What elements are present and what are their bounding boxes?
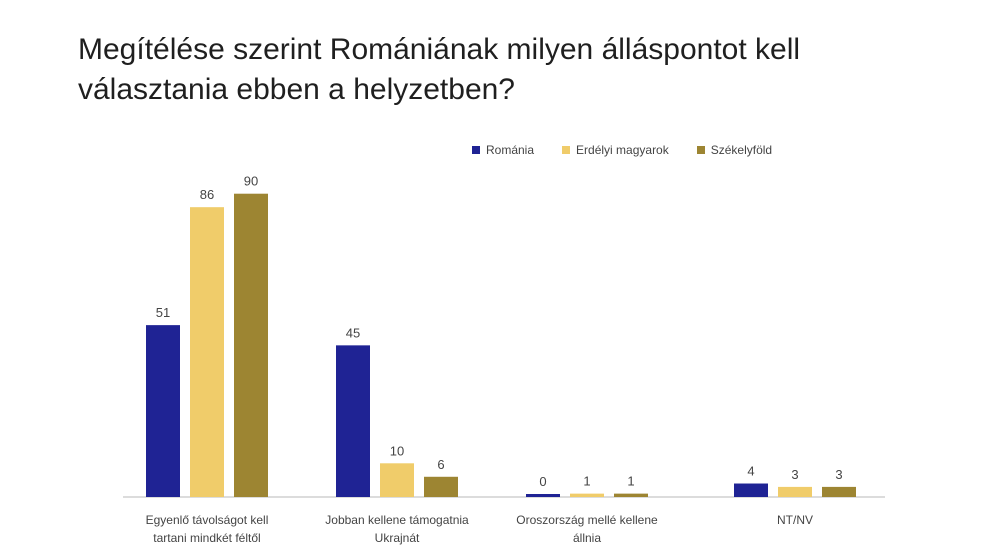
data-label-0-1: 86 [200,187,214,202]
bar-2-2 [614,493,648,497]
bar-2-0 [526,494,560,497]
bar-3-2 [822,486,856,497]
bar-1-2 [424,476,458,497]
data-label-2-1: 1 [583,474,590,489]
data-label-0-0: 51 [156,305,170,320]
legend-label-szekelyfold: Székelyföld [710,143,773,157]
data-label-3-2: 3 [835,467,842,482]
data-label-3-0: 4 [747,464,754,479]
bar-0-0 [146,325,180,497]
data-label-1-2: 6 [437,457,444,472]
legend-swatch-romania [472,146,480,154]
bar-2-1 [570,493,604,497]
data-label-1-1: 10 [390,443,404,458]
bar-0-2 [234,193,268,497]
category-label-2-0: Oroszország mellé kellene [516,513,658,527]
bar-3-1 [778,486,812,497]
legend-label-erdelyi-magyarok: Erdélyi magyarok [576,143,669,157]
data-label-3-1: 3 [791,467,798,482]
category-label-1-1: Ukrajnát [375,531,420,545]
bar-1-1 [380,463,414,497]
bar-3-0 [734,483,768,497]
legend-item-erdelyi-magyarok: Erdélyi magyarok [562,143,669,157]
category-label-3-0: NT/NV [777,513,813,527]
data-label-2-0: 0 [539,474,546,489]
legend-swatch-szekelyfold [696,146,705,154]
legend: Románia Erdélyi magyarok Székelyföld [472,143,772,157]
category-label-1-0: Jobban kellene támogatnia [325,513,469,527]
legend-swatch-erdelyi-magyarok [562,146,571,154]
category-label-2-1: állnia [573,531,601,545]
category-label-0-1: tartani mindkét féltől [153,531,260,545]
category-label-0-0: Egyenlő távolságot kell [146,513,269,527]
data-label-0-2: 90 [244,174,258,189]
legend-item-romania: Románia [472,143,534,157]
bar-0-1 [190,207,224,497]
data-label-2-2: 1 [627,474,634,489]
bar-1-0 [336,345,370,497]
legend-label-romania: Románia [486,143,535,157]
data-label-1-0: 45 [346,325,360,340]
legend-item-szekelyfold: Székelyföld [696,143,773,157]
chart-title: Megítélése szerint Romániának milyen áll… [78,33,801,106]
